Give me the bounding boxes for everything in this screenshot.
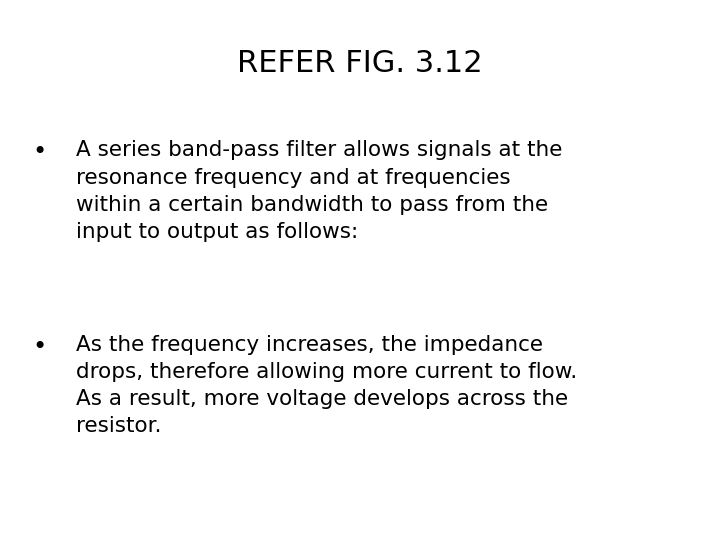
Text: A series band-pass filter allows signals at the
resonance frequency and at frequ: A series band-pass filter allows signals… xyxy=(76,140,562,242)
Text: •: • xyxy=(32,335,47,359)
Text: •: • xyxy=(32,140,47,164)
Text: REFER FIG. 3.12: REFER FIG. 3.12 xyxy=(237,49,483,78)
Text: As the frequency increases, the impedance
drops, therefore allowing more current: As the frequency increases, the impedanc… xyxy=(76,335,577,436)
